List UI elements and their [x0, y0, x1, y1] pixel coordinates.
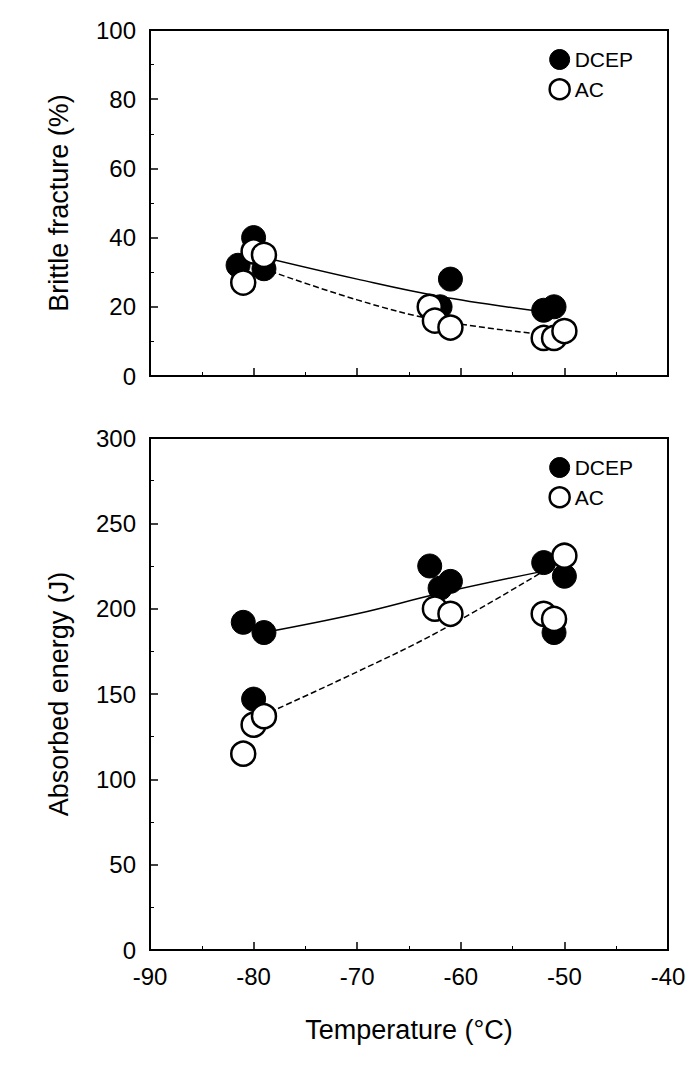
svg-text:-80: -80 — [236, 963, 271, 990]
svg-text:20: 20 — [109, 293, 136, 320]
svg-text:60: 60 — [109, 155, 136, 182]
svg-text:-70: -70 — [340, 963, 375, 990]
svg-text:250: 250 — [96, 510, 136, 537]
svg-text:-40: -40 — [651, 963, 686, 990]
svg-text:Brittle fracture (%): Brittle fracture (%) — [44, 94, 74, 312]
svg-text:0: 0 — [123, 363, 136, 390]
svg-text:AC: AC — [575, 486, 604, 509]
svg-text:Absorbed energy (J): Absorbed energy (J) — [44, 572, 74, 817]
svg-text:DCEP: DCEP — [575, 456, 633, 479]
svg-text:DCEP: DCEP — [575, 48, 633, 71]
svg-text:300: 300 — [96, 425, 136, 452]
svg-text:0: 0 — [123, 937, 136, 964]
svg-text:100: 100 — [96, 766, 136, 793]
svg-text:-60: -60 — [443, 963, 478, 990]
svg-text:-90: -90 — [133, 963, 168, 990]
svg-text:80: 80 — [109, 86, 136, 113]
svg-text:Temperature (°C): Temperature (°C) — [305, 1015, 512, 1045]
svg-text:-50: -50 — [547, 963, 582, 990]
svg-text:50: 50 — [109, 851, 136, 878]
svg-text:100: 100 — [96, 17, 136, 44]
svg-text:200: 200 — [96, 595, 136, 622]
svg-text:150: 150 — [96, 681, 136, 708]
svg-text:40: 40 — [109, 224, 136, 251]
svg-text:AC: AC — [575, 78, 604, 101]
